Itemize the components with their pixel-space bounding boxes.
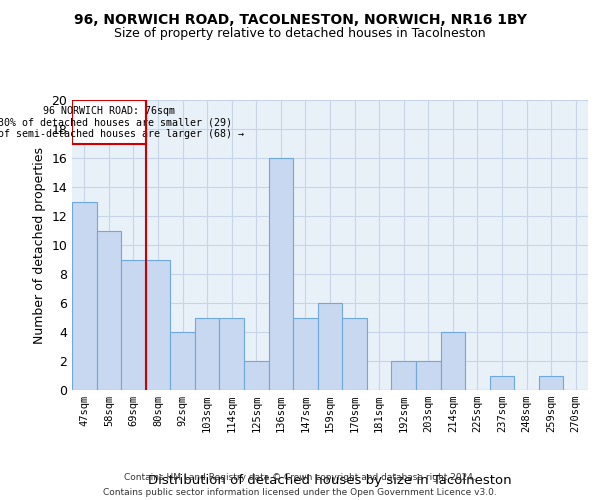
Bar	[293, 318, 318, 390]
Bar	[72, 202, 97, 390]
Text: 69% of semi-detached houses are larger (68) →: 69% of semi-detached houses are larger (…	[0, 129, 244, 139]
Bar	[440, 332, 465, 390]
Bar	[170, 332, 195, 390]
Text: Contains HM Land Registry data © Crown copyright and database right 2024.: Contains HM Land Registry data © Crown c…	[124, 473, 476, 482]
Text: 96 NORWICH ROAD: 76sqm: 96 NORWICH ROAD: 76sqm	[43, 106, 175, 116]
Text: ← 30% of detached houses are smaller (29): ← 30% of detached houses are smaller (29…	[0, 118, 232, 128]
Bar	[97, 230, 121, 390]
Bar	[146, 260, 170, 390]
Bar	[391, 361, 416, 390]
Bar	[539, 376, 563, 390]
Bar	[416, 361, 440, 390]
Bar	[490, 376, 514, 390]
Bar	[121, 260, 146, 390]
Bar	[342, 318, 367, 390]
Bar	[244, 361, 269, 390]
X-axis label: Distribution of detached houses by size in Tacolneston: Distribution of detached houses by size …	[148, 474, 512, 487]
Text: Size of property relative to detached houses in Tacolneston: Size of property relative to detached ho…	[114, 28, 486, 40]
Bar	[269, 158, 293, 390]
Bar	[318, 303, 342, 390]
Bar	[195, 318, 220, 390]
Bar	[72, 100, 146, 144]
Y-axis label: Number of detached properties: Number of detached properties	[33, 146, 46, 344]
Text: 96, NORWICH ROAD, TACOLNESTON, NORWICH, NR16 1BY: 96, NORWICH ROAD, TACOLNESTON, NORWICH, …	[74, 12, 527, 26]
Bar	[220, 318, 244, 390]
Text: Contains public sector information licensed under the Open Government Licence v3: Contains public sector information licen…	[103, 488, 497, 497]
